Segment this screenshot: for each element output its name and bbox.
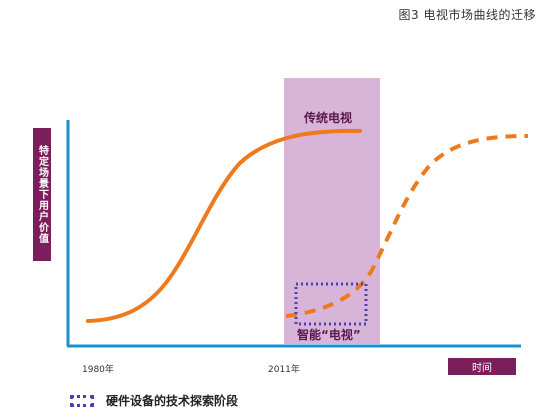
legend-label: 硬件设备的技术探索阶段 [106,394,239,408]
y-axis-label-text: 特定场景下用户价值 [36,145,48,244]
smart-tv-curve [285,134,529,318]
x-tick-1980: 1980年 [82,365,114,375]
traditional-tv-curve [86,128,362,323]
hardware-exploration-box [294,282,368,326]
dotted-box-swatch-icon [70,394,94,407]
smart-tv-label: 智能“电视” [297,328,361,342]
x-tick-2011: 2011年 [268,365,300,375]
legend: 硬件设备的技术探索阶段 [70,392,238,409]
traditional-tv-band [284,78,380,344]
x-axis-label: 时间 [448,358,516,375]
traditional-tv-label: 传统电视 [304,111,353,125]
y-axis-label: 特定场景下用户价值 [33,128,51,261]
figure-title: 图3 电视市场曲线的迁移 [398,8,536,22]
